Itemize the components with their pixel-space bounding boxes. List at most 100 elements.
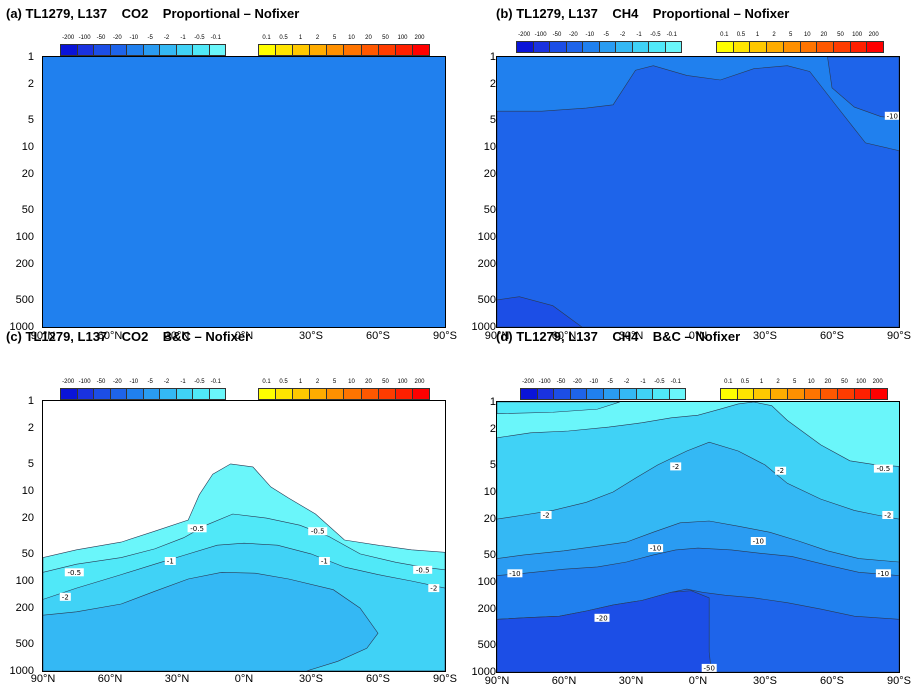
colorbar-negative-swatch [61,45,77,55]
colorbar-negative-label: -20 [113,379,122,385]
colorbar-positive-label: 200 [414,379,425,385]
x-tick-label: 60°N [551,330,577,342]
panel-d-title: (d) TL1279, L137 CH4 B&C – Nofixer [496,329,741,344]
contour-field: -0.5 -2 -2 -2 -2 -10 -10 -10 -10 -20 -50 [497,402,899,672]
colorbar-negative-label: -1 [636,32,642,38]
colorbar-negative-label: -0.5 [194,35,205,41]
colorbar-negative-swatch [175,389,192,399]
colorbar-positive-label: 50 [382,379,389,385]
y-tick-label: 2 [489,423,496,436]
y-tick-label: 1 [27,51,34,63]
y-tick-label: 200 [15,258,34,271]
colorbar-positive-label: 50 [382,35,389,41]
colorbar-negative-label: -20 [569,32,578,38]
x-tick-label: 0°N [234,673,254,685]
colorbar-positive-label: 200 [872,379,883,385]
colorbar-negative-label: -50 [96,379,106,385]
colorbar-positive-label: 200 [868,32,879,38]
panel-d-colorbar-positive [720,388,888,400]
colorbar-positive-label: 100 [397,379,408,385]
colorbar-positive-swatch [732,42,750,52]
x-tick-label: 60°S [820,330,844,342]
y-tick-label: 5 [27,457,34,470]
colorbar-positive-label: 10 [348,379,355,385]
contour-label-text: -10 [650,545,661,553]
y-tick-label: 20 [483,168,496,181]
contour-label-text: -0.5 [416,566,430,574]
contour-label: -2 [59,592,71,601]
colorbar-positive-label: 100 [856,379,867,385]
panel-a: (a) TL1279, L137 CO2 Proportional – Nofi… [0,0,462,345]
colorbar-negative-swatch [532,42,549,52]
contour-label-text: -0.5 [877,465,891,473]
y-tick-label: 10 [21,141,34,153]
contour-field: -10 [497,57,899,327]
x-tick-label: 60°S [366,330,390,342]
y-tick-label: 5 [27,113,34,126]
colorbar-positive-swatch [275,45,293,55]
colorbar-positive-swatch [782,42,800,52]
colorbar-positive-swatch [816,42,833,52]
contour-band [497,296,583,327]
contour-band [43,57,445,327]
y-tick-label: 500 [477,293,496,306]
colorbar-positive-label: 20 [365,35,372,41]
colorbar-negative-label: -1 [180,379,186,385]
y-tick-label: 1 [27,395,34,407]
colorbar-positive-swatch [736,389,754,399]
colorbar-negative-swatch [142,45,159,55]
y-tick-label: 500 [477,638,496,651]
y-tick-label: 50 [483,203,496,216]
colorbar-positive-label: 1 [298,35,303,41]
colorbar-positive-label: 50 [841,379,848,385]
colorbar-negative-swatch [109,389,126,399]
colorbar-positive-swatch [853,389,871,399]
colorbar-positive-label: 20 [365,379,372,385]
contour-label: -2 [428,584,440,593]
panel-d-plot: -0.5 -2 -2 -2 -2 -10 -10 -10 -10 -20 -50 [496,401,900,673]
colorbar-negative-swatch [76,389,93,399]
contour-label: -1 [318,557,330,566]
colorbar-negative-swatch [652,389,669,399]
y-tick-label: 20 [483,513,496,526]
colorbar-negative-swatch [553,389,570,399]
y-tick-label: 1 [489,51,496,63]
y-tick-label: 2 [27,422,34,435]
colorbar-positive-swatch [803,389,821,399]
colorbar-negative-swatch [598,42,615,52]
colorbar-negative-swatch [159,389,176,399]
x-tick-label: 60°N [551,675,577,687]
contour-label: -2 [670,462,682,471]
contour-label-text: -0.5 [311,528,325,536]
contour-label: -10 [884,111,899,120]
colorbar-negative-swatch [76,45,93,55]
x-tick-label: 30°S [753,330,777,342]
x-tick-label: 0°N [234,330,254,342]
contour-label: -0.5 [187,524,207,533]
contour-label: -2 [540,511,552,520]
colorbar-negative-label: -5 [603,32,609,38]
colorbar-negative-label: -200 [62,35,75,41]
colorbar-negative-label: -2 [619,32,626,38]
x-tick-label: 90°S [887,330,911,342]
colorbar-positive-label: 2 [776,379,780,385]
colorbar-negative-swatch [615,42,632,52]
contour-label-text: -50 [703,664,714,672]
colorbar-negative-label: -20 [113,35,122,41]
contour-label: -0.5 [413,565,433,574]
y-tick-label: 100 [15,575,34,587]
x-tick-label: 60°N [97,673,123,685]
contour-label-text: -10 [509,570,520,578]
panel-a-colorbar-negative-labels: -200 -100 -50 -20 -10 -5 -2 -1 -0.5 -0.1 [60,35,224,43]
colorbar-negative-swatch [142,389,159,399]
panel-c-colorbar-negative [60,388,226,400]
y-tick-label: 20 [21,168,34,181]
colorbar-negative-label: -100 [534,32,547,38]
colorbar-positive-label: 20 [820,32,828,38]
colorbar-negative-swatch [208,389,225,399]
y-tick-label: 100 [15,231,34,243]
colorbar-positive-label: 0.5 [279,379,288,385]
x-tick-label: 0°N [688,675,708,687]
y-tick-label: 50 [483,548,496,561]
colorbar-negative-swatch [93,389,110,399]
